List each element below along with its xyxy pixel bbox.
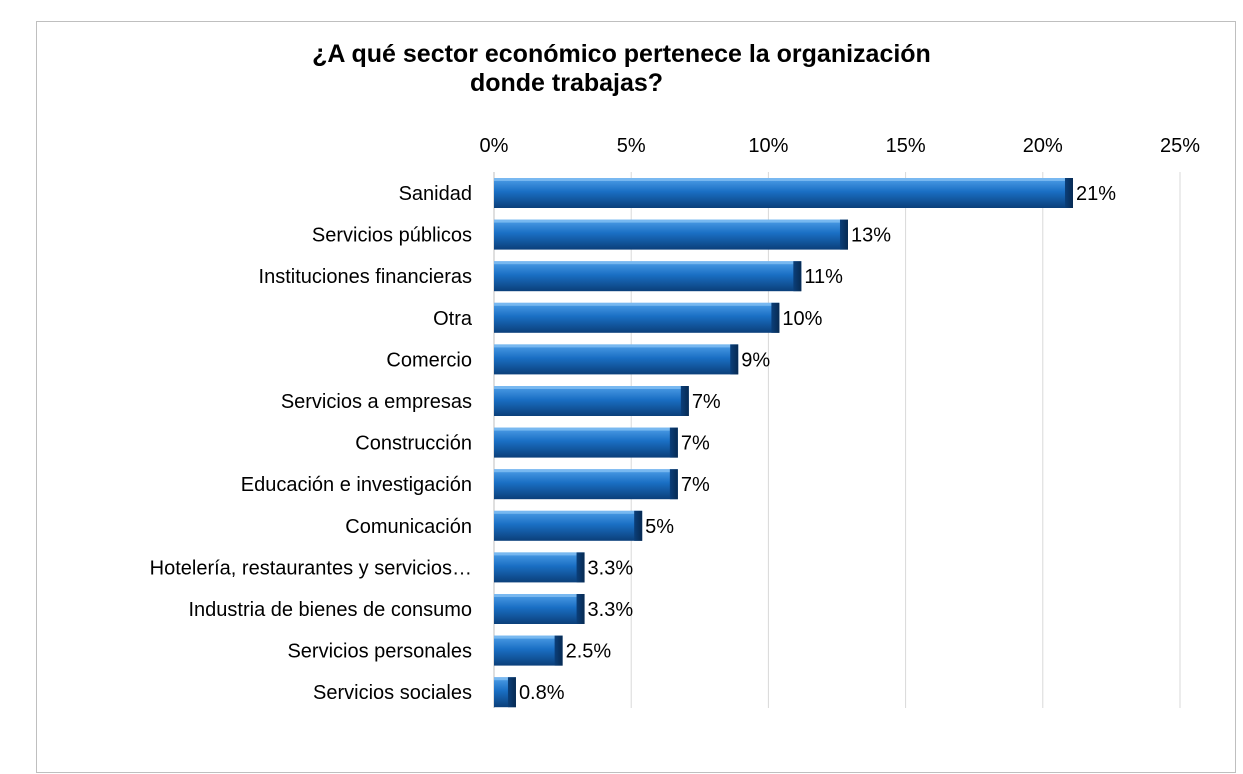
bar-end-cap [576, 594, 585, 624]
category-label: Comercio [386, 349, 472, 371]
data-label: 3.3% [588, 557, 634, 579]
bar-body [494, 386, 689, 416]
bar-end-cap [839, 219, 848, 250]
category-label: Educación e investigación [241, 474, 472, 496]
bar-body [494, 469, 678, 500]
x-tick-label: 5% [617, 135, 646, 157]
bar [494, 427, 678, 458]
bar-highlight [494, 386, 689, 389]
bar-body [494, 178, 1073, 208]
category-label: Servicios personales [287, 641, 472, 663]
bar-end-cap [576, 552, 585, 583]
bar-body [494, 302, 780, 333]
bars [494, 178, 1073, 708]
bar [494, 469, 678, 500]
category-labels: Sanidad Servicios públicos Instituciones f… [150, 183, 473, 704]
bar-body [494, 344, 739, 375]
x-axis-ticks: 0% 5% 10% 15% 20% 25% [480, 135, 1201, 157]
x-tick-label: 25% [1160, 135, 1200, 157]
category-label: Instituciones financieras [259, 266, 472, 288]
bar-body [494, 427, 678, 458]
category-label: Otra [433, 308, 473, 330]
bar-highlight [494, 635, 563, 639]
bar-body [494, 594, 585, 624]
data-labels: 21% 13% 11% 10% 9% 7% 7% 7% 5% 3.3% 3.3% 2.5%0.8% [519, 183, 1116, 704]
data-label: 7% [692, 391, 721, 413]
x-tick-label: 10% [748, 135, 788, 157]
data-label: 7% [681, 433, 710, 455]
bar-highlight [494, 427, 678, 431]
bar-highlight [494, 178, 1073, 181]
data-label: 11% [804, 266, 843, 288]
category-label: Servicios sociales [313, 682, 472, 704]
bar [494, 552, 585, 583]
bar-body [494, 219, 848, 250]
bar [494, 386, 689, 416]
bar-end-cap [793, 261, 802, 292]
chart-title-line-2: donde trabajas? [469, 69, 664, 97]
bar-body [494, 510, 643, 541]
bar [494, 302, 780, 333]
bar [494, 635, 563, 666]
bar-end-cap [669, 427, 678, 458]
bar-highlight [494, 219, 848, 223]
bar-end-cap [507, 677, 516, 708]
bar-end-cap [771, 302, 780, 333]
data-label: 7% [681, 474, 710, 496]
bar-body [494, 552, 585, 583]
x-tick-label: 20% [1023, 135, 1063, 157]
bar-highlight [494, 302, 780, 306]
bar-body [494, 261, 802, 292]
category-label: Construcción [355, 433, 472, 455]
bar [494, 510, 643, 541]
bar-highlight [494, 344, 739, 348]
bar-end-cap [634, 510, 643, 541]
bar [494, 344, 739, 375]
bar-highlight [494, 677, 516, 681]
category-label: Industria de bienes de consumo [188, 599, 472, 621]
chart-title: ¿A qué sector económico pertenece la org… [0, 40, 1243, 98]
category-label: Servicios públicos [312, 225, 472, 247]
category-label: Sanidad [399, 183, 472, 205]
bar [494, 219, 848, 250]
data-label: 21% [1076, 183, 1116, 205]
bar-end-cap [554, 635, 563, 666]
bar [494, 261, 802, 292]
data-label: 2.5% [566, 641, 612, 663]
category-label: Servicios a empresas [281, 391, 472, 413]
category-label: Comunicación [345, 516, 472, 538]
bar-highlight [494, 594, 585, 597]
bar-body [494, 635, 563, 666]
bar-highlight [494, 469, 678, 473]
x-tick-label: 15% [886, 135, 926, 157]
chart-title-line-1: ¿A qué sector económico pertenece la org… [312, 40, 931, 68]
data-label: 10% [782, 308, 822, 330]
bar [494, 677, 516, 708]
bar-highlight [494, 510, 643, 514]
bar-end-cap [669, 469, 678, 500]
bar-end-cap [680, 386, 689, 416]
bar [494, 178, 1073, 208]
bar-end-cap [1064, 178, 1073, 208]
data-label: 9% [741, 349, 770, 371]
data-label: 13% [851, 225, 891, 247]
bar-end-cap [730, 344, 739, 375]
data-label: 3.3% [588, 599, 634, 621]
category-label: Hotelería, restaurantes y servicios… [150, 557, 472, 579]
bar [494, 594, 585, 624]
data-label: 0.8% [519, 682, 565, 704]
data-label: 5% [645, 516, 674, 538]
x-tick-label: 0% [480, 135, 509, 157]
bar-highlight [494, 261, 802, 265]
bar-highlight [494, 552, 585, 556]
